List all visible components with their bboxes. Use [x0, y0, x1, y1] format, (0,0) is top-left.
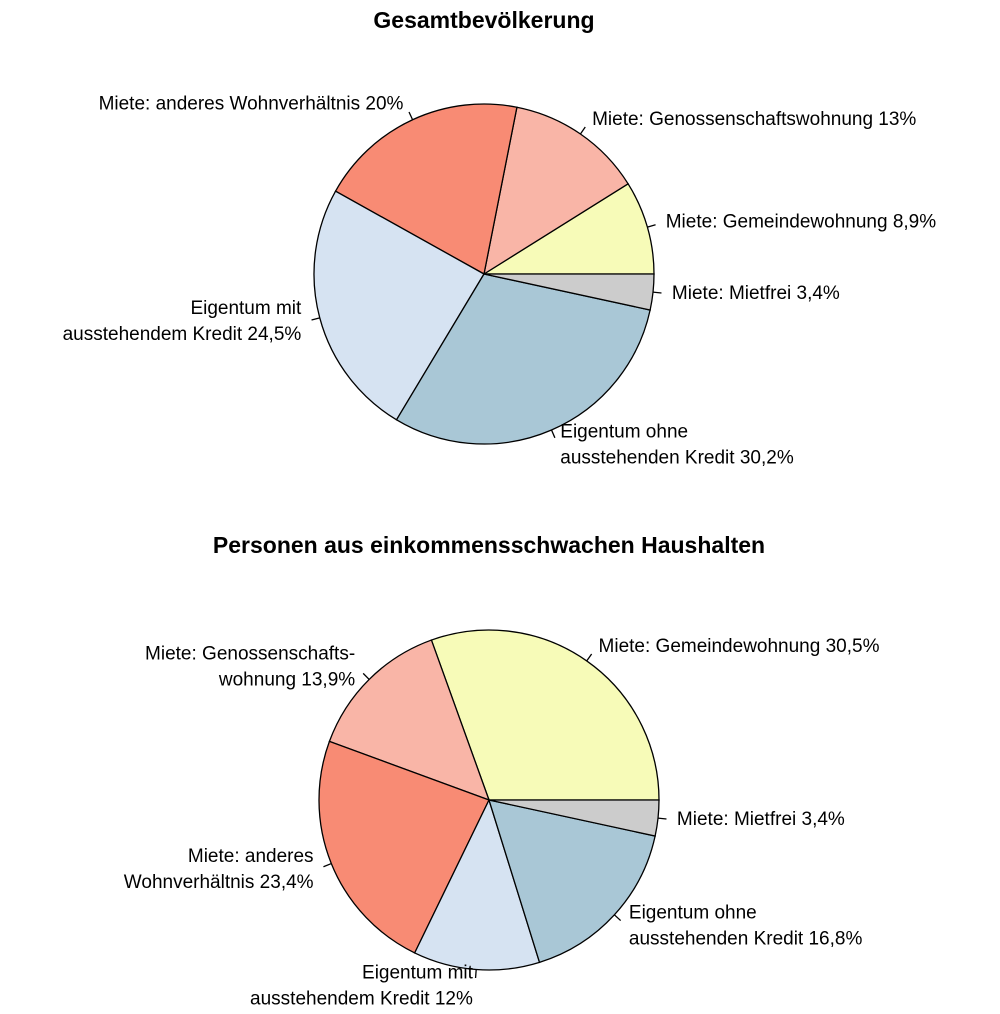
slice-label: Eigentum mit	[190, 298, 302, 319]
leader-line	[613, 914, 622, 922]
leader-line	[311, 317, 320, 321]
leader-line	[647, 224, 656, 228]
slice-label: ausstehendem Kredit 12%	[250, 988, 473, 1009]
leader-line	[657, 817, 667, 820]
slice-label: Eigentum ohne	[629, 902, 757, 923]
slice-label: Eigentum mit	[362, 962, 474, 983]
pie-slice	[481, 182, 655, 275]
leader-line	[323, 862, 332, 868]
leader-line	[362, 672, 370, 680]
pie-slice	[488, 799, 656, 964]
leader-line	[652, 291, 662, 294]
slice-label: Miete: anderes Wohnverhältnis 20%	[99, 93, 404, 114]
slice-label: Miete: Gemeindewohnung 8,9%	[666, 211, 936, 232]
chart-title: Personen aus einkommensschwachen Haushal…	[213, 532, 765, 558]
slice-label: ausstehendem Kredit 24,5%	[63, 324, 302, 345]
leader-line	[408, 111, 414, 121]
pie-slice	[313, 190, 485, 421]
slice-label: Miete: Genossenschaftswohnung 13%	[592, 109, 916, 130]
leader-line	[579, 126, 586, 135]
slice-label: Miete: Gemeindewohnung 30,5%	[599, 636, 880, 657]
leader-line	[474, 969, 477, 979]
slice-label: Miete: Mietfrei 3,4%	[672, 283, 840, 304]
slice-label: Wohnverhältnis 23,4%	[124, 872, 314, 893]
slice-label: Miete: Mietfrei 3,4%	[677, 809, 845, 830]
slice-label: Eigentum ohne	[560, 422, 688, 443]
leader-line	[550, 429, 556, 439]
slice-label: ausstehenden Kredit 30,2%	[560, 448, 794, 469]
pie-slice	[483, 106, 630, 276]
leader-line	[586, 653, 593, 662]
slice-label: Miete: Genossenschafts-	[145, 643, 355, 664]
chart-title: Gesamtbevölkerung	[373, 7, 594, 33]
slice-label: Miete: anderes	[188, 846, 314, 867]
slice-label: ausstehenden Kredit 16,8%	[629, 928, 863, 949]
slice-label: wohnung 13,9%	[218, 669, 355, 690]
